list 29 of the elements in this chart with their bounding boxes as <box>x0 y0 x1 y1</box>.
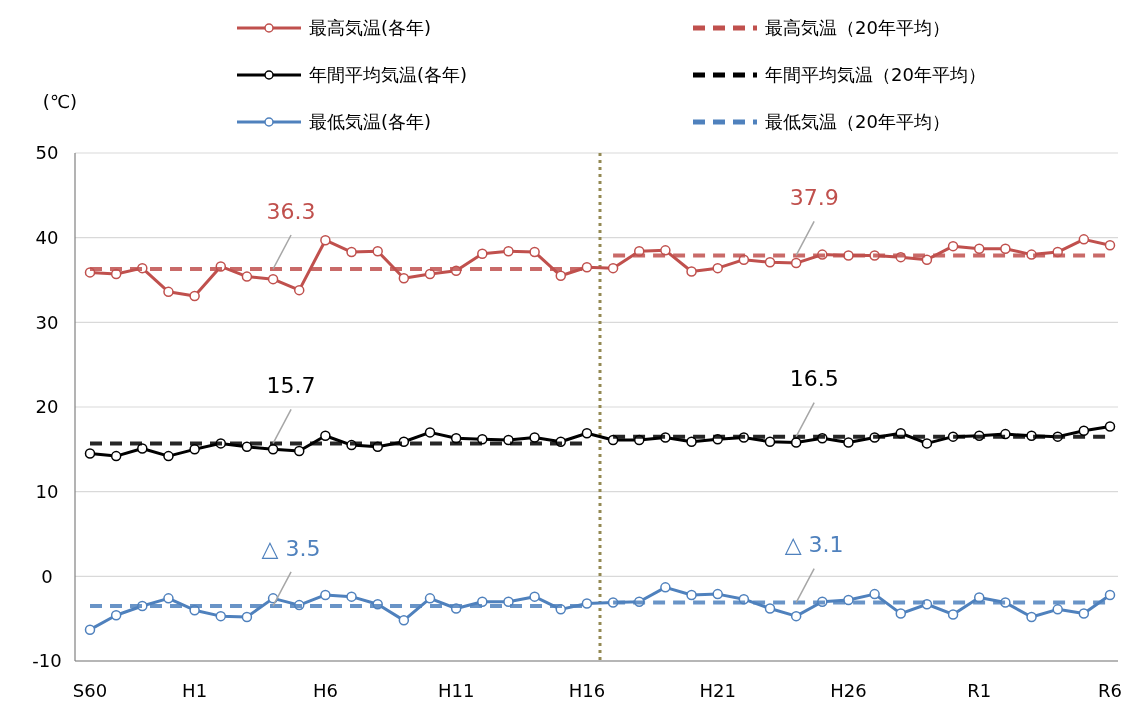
x-tick-label: H16 <box>568 680 606 701</box>
y-tick-label: 40 <box>35 226 59 248</box>
x-tick-label: H21 <box>699 680 736 701</box>
legend-label: 最低気温（20年平均） <box>765 111 950 133</box>
y-tick-label: 30 <box>35 311 59 333</box>
y-axis-title: (℃) <box>42 91 78 113</box>
legend-label: 最低気温(各年) <box>309 111 432 133</box>
annotation: 15.7 <box>266 373 316 399</box>
x-tick-label: R6 <box>1098 680 1122 701</box>
x-tick-label: H11 <box>437 680 475 701</box>
x-tick-label: H26 <box>830 680 867 701</box>
y-tick-label: 10 <box>35 480 59 502</box>
y-tick-label: 50 <box>35 142 59 164</box>
y-tick-label: -10 <box>32 650 62 672</box>
x-tick-label: S60 <box>72 680 108 701</box>
annotation: 37.9 <box>789 185 839 211</box>
annotation: △ 3.5 <box>261 535 321 561</box>
legend-label: 最高気温(各年) <box>309 17 432 39</box>
legend-label: 最高気温（20年平均） <box>765 17 950 39</box>
legend-label: 年間平均気温(各年) <box>309 64 468 86</box>
y-tick-label: 0 <box>41 565 53 587</box>
x-tick-label: H6 <box>312 680 338 701</box>
x-tick-label: R1 <box>967 680 992 701</box>
annotation: △ 3.1 <box>784 532 844 558</box>
annotation: 36.3 <box>266 198 316 224</box>
legend-label: 年間平均気温（20年平均） <box>765 64 986 86</box>
x-tick-label: H1 <box>182 680 208 701</box>
y-tick-label: 20 <box>35 396 59 418</box>
annotation: 16.5 <box>789 366 839 392</box>
